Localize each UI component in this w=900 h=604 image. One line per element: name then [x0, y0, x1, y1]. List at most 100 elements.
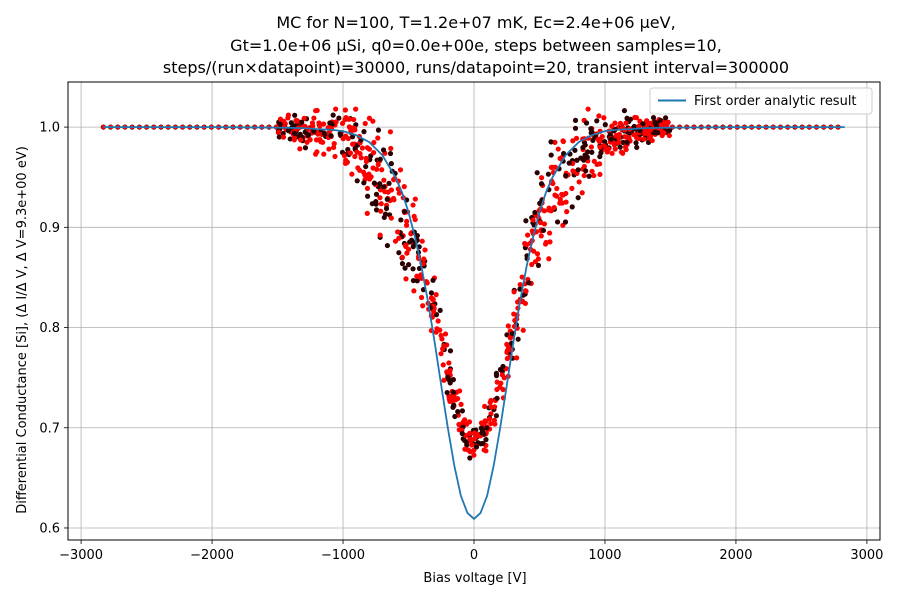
mc-point — [546, 256, 552, 262]
mc-point — [450, 389, 457, 395]
mc-point — [345, 146, 351, 153]
mc-point — [564, 209, 570, 215]
mc-point — [572, 147, 578, 153]
mc-point — [471, 436, 477, 442]
mc-point — [491, 417, 498, 423]
mc-point — [591, 172, 597, 179]
mc-point — [666, 128, 672, 134]
mc-point — [552, 139, 558, 145]
mc-point — [428, 290, 435, 296]
mc-point — [291, 130, 298, 136]
mc-point — [452, 413, 458, 420]
mc-point — [613, 132, 619, 138]
mc-point — [419, 238, 425, 244]
mc-point — [342, 107, 348, 113]
mc-point — [399, 254, 406, 260]
mc-point — [633, 140, 639, 146]
mc-point — [285, 128, 291, 134]
title-line-2: Gt=1.0e+06 μSi, q0=0.0e+00e, steps betwe… — [230, 36, 722, 55]
mc-point — [438, 332, 444, 339]
mc-point — [617, 144, 623, 150]
mc-point — [530, 217, 536, 223]
x-tick-label: 2000 — [719, 548, 752, 563]
mc-point — [612, 146, 618, 152]
mc-point — [628, 116, 634, 122]
mc-point — [414, 278, 420, 284]
mc-point — [573, 135, 580, 141]
mc-point — [327, 120, 333, 126]
plot-area — [100, 106, 845, 521]
mc-point — [466, 419, 473, 425]
mc-point — [482, 403, 488, 409]
mc-point — [538, 233, 544, 239]
mc-point — [624, 139, 630, 146]
mc-point — [301, 115, 307, 122]
mc-point — [377, 195, 383, 201]
mc-point — [340, 136, 346, 142]
mc-point — [552, 164, 558, 170]
mc-point — [563, 199, 569, 205]
mc-point — [365, 193, 371, 199]
mc-point — [332, 153, 338, 160]
mc-point — [371, 150, 377, 156]
mc-point — [352, 153, 358, 160]
mc-point — [585, 106, 591, 112]
mc-point — [644, 128, 650, 135]
mc-point — [552, 192, 558, 198]
mc-point — [467, 430, 473, 437]
mc-point — [377, 156, 383, 162]
mc-point — [461, 437, 467, 443]
mc-point — [418, 294, 425, 301]
mc-point — [569, 185, 575, 191]
mc-point — [589, 149, 595, 155]
mc-point — [602, 122, 608, 128]
mc-point — [471, 452, 477, 458]
mc-point — [381, 184, 387, 190]
mc-point — [574, 157, 580, 163]
mc-point — [287, 136, 293, 142]
mc-point — [371, 180, 377, 186]
mc-point — [320, 139, 326, 145]
mc-point — [401, 208, 408, 215]
mc-point — [570, 168, 576, 174]
mc-point — [532, 209, 538, 216]
mc-point — [302, 145, 309, 151]
mc-point — [351, 116, 357, 123]
mc-point — [337, 130, 343, 137]
mc-point — [609, 123, 615, 129]
mc-point — [388, 145, 394, 152]
mc-point — [396, 250, 402, 256]
mc-point — [499, 372, 505, 378]
mc-point — [563, 190, 569, 197]
mc-point — [321, 130, 327, 136]
y-tick-label: 0.8 — [39, 321, 60, 336]
mc-point — [382, 189, 388, 195]
mc-point — [435, 318, 441, 324]
mc-point — [321, 151, 327, 157]
mc-point — [382, 211, 389, 217]
mc-point — [440, 346, 446, 352]
mc-point — [395, 229, 401, 235]
mc-point — [314, 107, 320, 114]
mc-point — [375, 127, 382, 133]
mc-point — [315, 131, 321, 137]
mc-point — [349, 171, 355, 177]
y-axis-label: Differential Conductance [Si], (Δ I/Δ V,… — [15, 146, 30, 514]
mc-point — [298, 137, 304, 143]
mc-point — [666, 132, 672, 139]
mc-point — [353, 106, 359, 112]
mc-point — [326, 146, 332, 152]
mc-point — [396, 235, 402, 241]
mc-point — [384, 242, 391, 249]
mc-point — [467, 436, 473, 442]
mc-point — [316, 120, 322, 126]
mc-point — [447, 380, 453, 386]
mc-point — [623, 120, 629, 126]
mc-point — [488, 420, 494, 427]
mc-point — [314, 149, 320, 155]
mc-point — [422, 247, 428, 253]
mc-point — [321, 121, 327, 127]
mc-point — [355, 165, 361, 171]
mc-point — [557, 196, 563, 202]
mc-point — [492, 404, 498, 410]
